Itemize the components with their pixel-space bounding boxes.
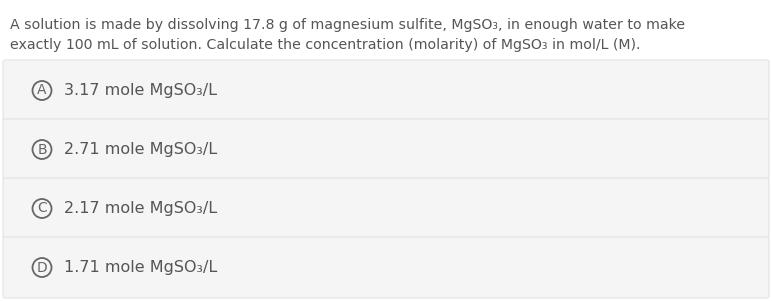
Text: D: D xyxy=(36,260,47,275)
Text: exactly 100 mL of solution. Calculate the concentration (molarity) of MgSO₃ in m: exactly 100 mL of solution. Calculate th… xyxy=(10,38,641,52)
FancyBboxPatch shape xyxy=(3,237,769,298)
FancyBboxPatch shape xyxy=(3,119,769,180)
FancyBboxPatch shape xyxy=(3,178,769,239)
Text: 2.71 mole MgSO₃/L: 2.71 mole MgSO₃/L xyxy=(63,142,217,157)
Text: A: A xyxy=(37,83,47,98)
Text: C: C xyxy=(37,201,47,216)
Text: A solution is made by dissolving 17.8 g of magnesium sulfite, MgSO₃, in enough w: A solution is made by dissolving 17.8 g … xyxy=(10,18,685,32)
Text: 2.17 mole MgSO₃/L: 2.17 mole MgSO₃/L xyxy=(63,201,217,216)
Text: 3.17 mole MgSO₃/L: 3.17 mole MgSO₃/L xyxy=(63,83,216,98)
Text: B: B xyxy=(37,142,47,157)
FancyBboxPatch shape xyxy=(3,60,769,121)
Text: 1.71 mole MgSO₃/L: 1.71 mole MgSO₃/L xyxy=(63,260,217,275)
